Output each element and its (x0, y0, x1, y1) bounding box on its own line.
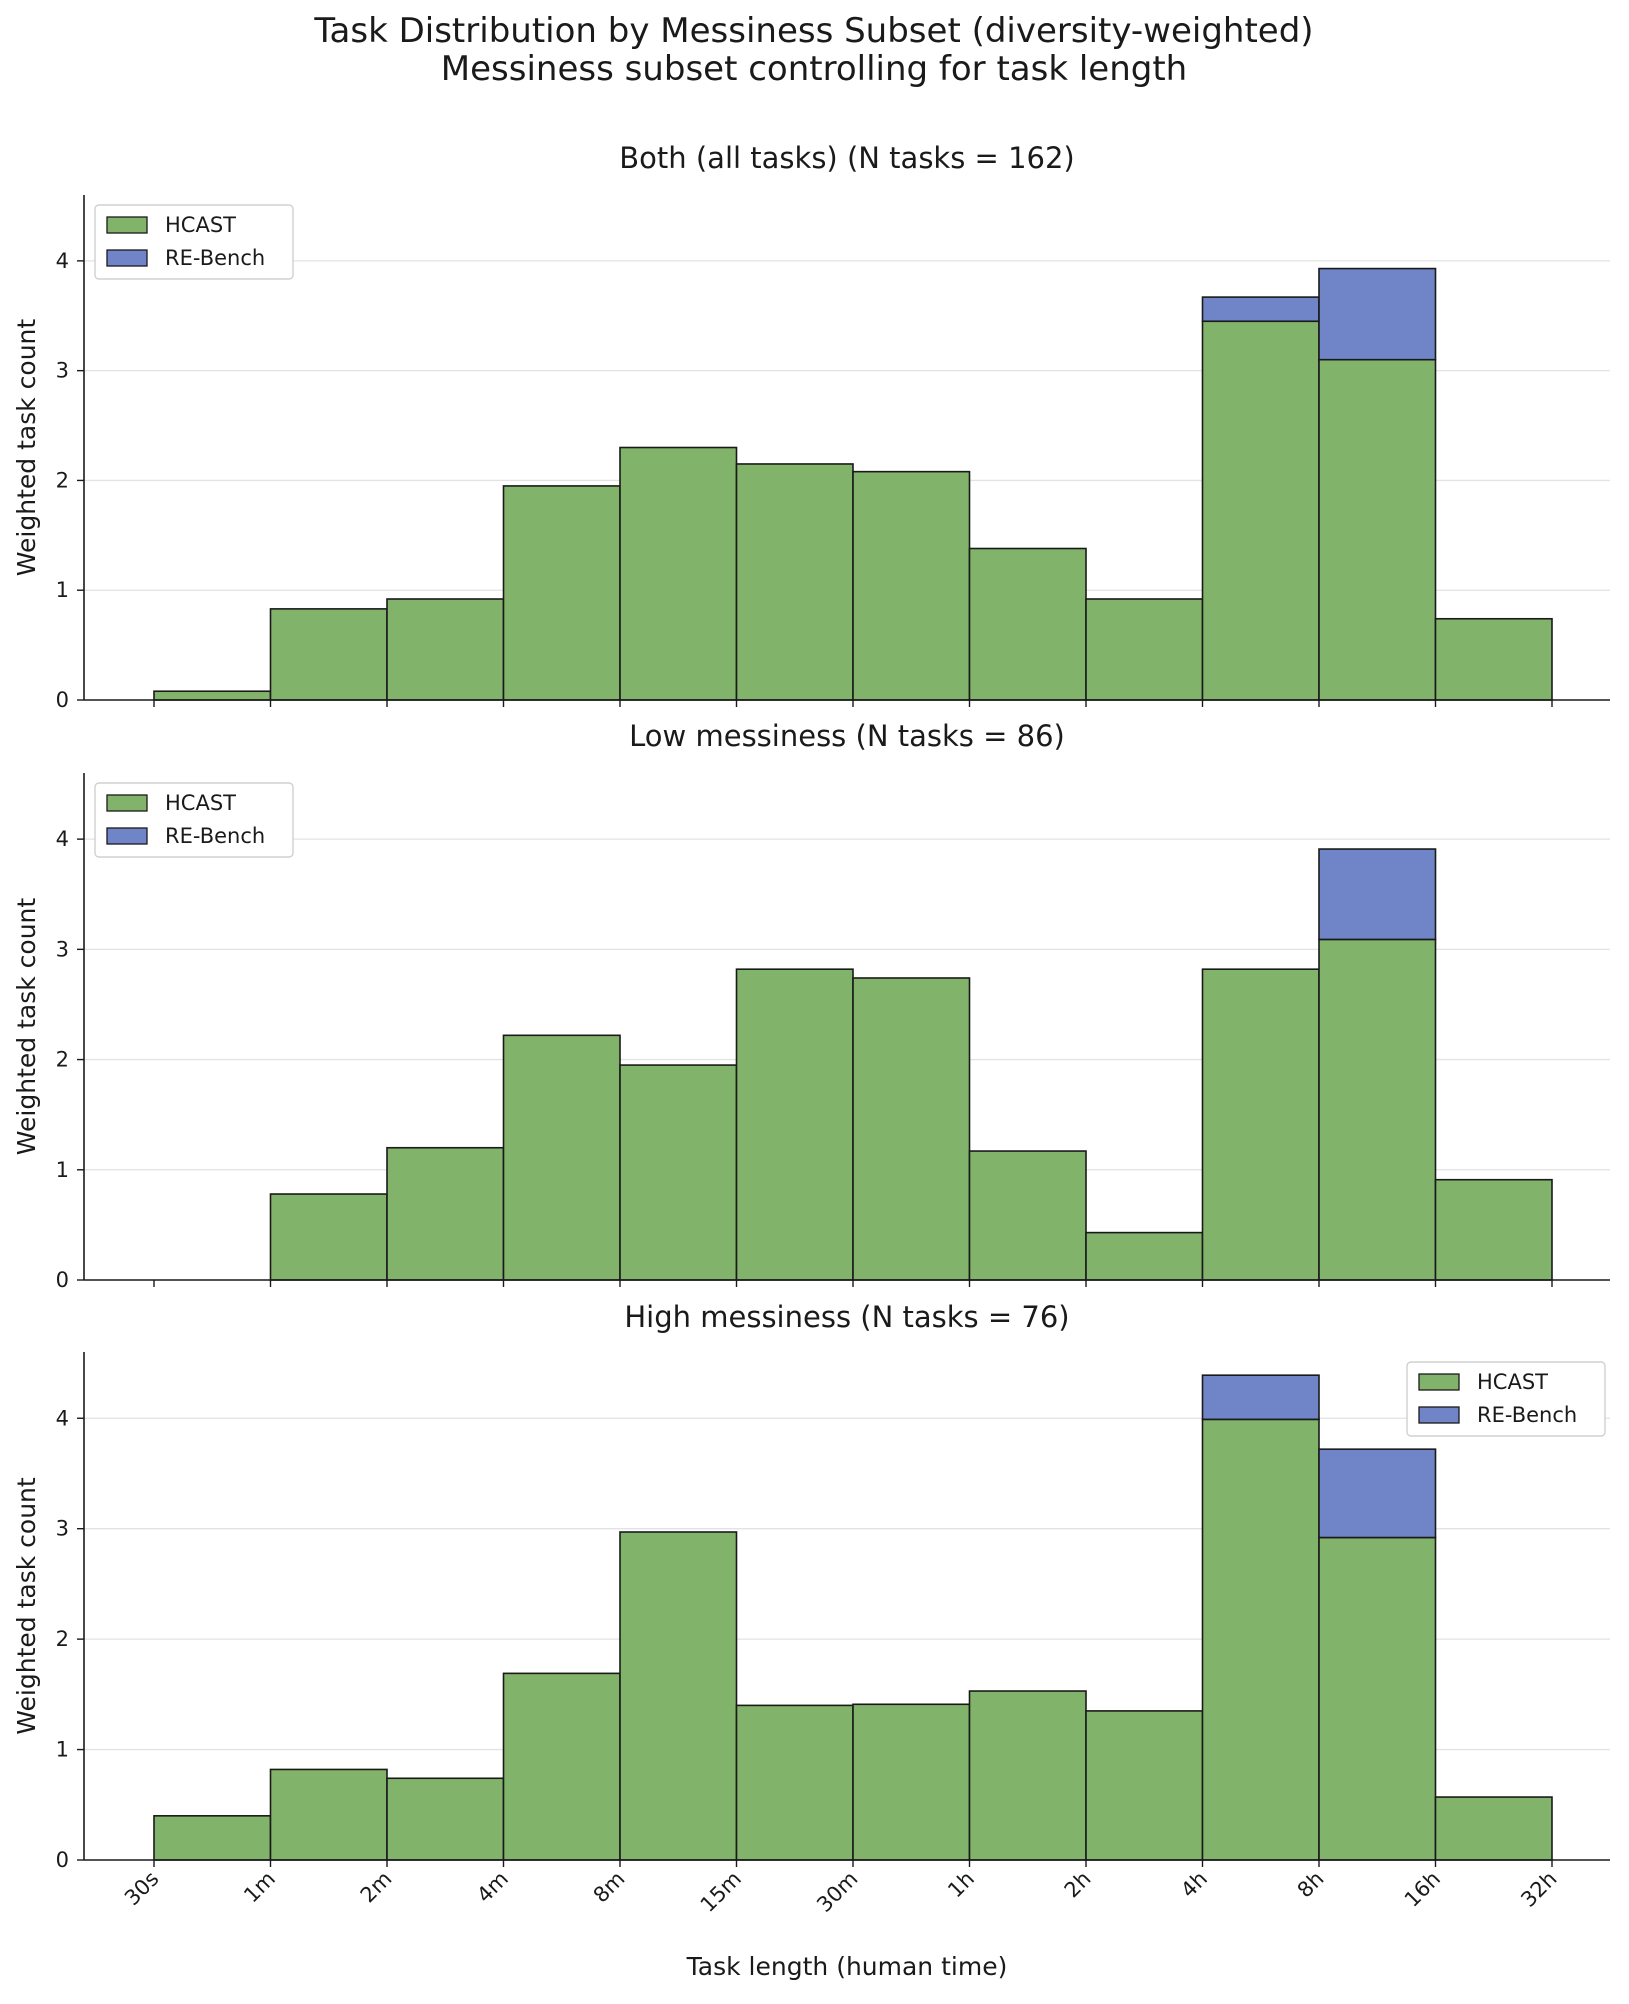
bar-hcast (1201, 1418, 1320, 1861)
bar-hcast (386, 1777, 505, 1861)
bar-hcast (968, 1690, 1087, 1861)
y-tick-label: 0 (56, 1268, 69, 1292)
bar-rebench (1318, 267, 1437, 361)
y-tick-label: 0 (56, 1848, 69, 1872)
y-tick-label: 3 (56, 1517, 69, 1541)
y-tick-label: 2 (56, 468, 69, 492)
bar-hcast (1085, 598, 1204, 701)
y-tick-label: 4 (56, 1406, 69, 1430)
bar-hcast (502, 485, 621, 701)
x-tick-label: 8h (1293, 1867, 1329, 1903)
chart-panel-2: 0 1 2 3 4 Low messiness (N tasks = 86) Weighte… (12, 719, 1610, 1292)
figure-subtitle: Messiness subset controlling for task le… (441, 49, 1187, 89)
x-tick-label: 30m (812, 1867, 862, 1917)
bar-hcast (386, 598, 505, 701)
bar-hcast (1434, 1796, 1553, 1861)
panel-title: Both (all tasks) (N tasks = 162) (619, 141, 1075, 175)
legend-label: HCAST (165, 213, 236, 237)
x-tick-label: 30s (120, 1867, 164, 1911)
legend: HCAST RE-Bench (1406, 1361, 1606, 1437)
y-tick-label: 0 (56, 688, 69, 712)
x-tick-label: 4m (472, 1867, 513, 1908)
bar-hcast (852, 1703, 971, 1861)
x-axis-label: Task length (human time) (686, 1952, 1008, 1981)
bar-hcast (502, 1034, 621, 1281)
legend-label: HCAST (165, 791, 236, 815)
x-tick-label: 1h (943, 1867, 979, 1903)
panels: 0 1 2 3 4 Both (all tasks) (N tasks = 162) Wei… (12, 141, 1610, 1917)
y-tick-label: 4 (56, 249, 69, 273)
bar-hcast (735, 968, 854, 1281)
bar-hcast (735, 1704, 854, 1861)
bar-hcast (852, 977, 971, 1281)
y-tick-label: 1 (56, 1158, 69, 1182)
bar-hcast (153, 690, 272, 701)
x-tick-label: 32h (1516, 1867, 1561, 1912)
bar-hcast (269, 1193, 388, 1281)
bar-hcast (1201, 320, 1320, 701)
y-tick-label: 3 (56, 937, 69, 961)
bar-rebench (1318, 1448, 1437, 1539)
y-axis-label: Weighted task count (12, 1477, 41, 1735)
panel-title: High messiness (N tasks = 76) (624, 1300, 1069, 1334)
bar-rebench (1318, 848, 1437, 941)
legend-label: RE-Bench (165, 246, 265, 270)
bar-hcast (968, 547, 1087, 701)
y-axis-label: Weighted task count (12, 898, 41, 1156)
x-tick-label: 16h (1400, 1867, 1445, 1912)
x-tick-label: 1m (239, 1867, 280, 1908)
y-tick-label: 4 (56, 827, 69, 851)
y-tick-label: 3 (56, 359, 69, 383)
legend-swatch-rebench (106, 827, 148, 845)
bar-hcast (1318, 1536, 1437, 1861)
bar-hcast (619, 1531, 738, 1861)
bar-hcast (1085, 1231, 1204, 1281)
bar-hcast (968, 1150, 1087, 1281)
bar-hcast (1201, 968, 1320, 1281)
chart-panel-1: 0 1 2 3 4 Both (all tasks) (N tasks = 162) Wei… (12, 141, 1610, 712)
y-tick-label: 2 (56, 1048, 69, 1072)
bar-hcast (269, 608, 388, 701)
bar-hcast (619, 446, 738, 701)
legend: HCAST RE-Bench (94, 204, 294, 280)
y-tick-label: 2 (56, 1627, 69, 1651)
bar-rebench (1201, 1374, 1320, 1421)
bar-hcast (619, 1064, 738, 1281)
bar-hcast (386, 1146, 505, 1281)
bar-hcast (852, 470, 971, 701)
figure-title: Task Distribution by Messiness Subset (d… (313, 11, 1313, 51)
bar-rebench (1201, 296, 1320, 323)
panel-title: Low messiness (N tasks = 86) (629, 719, 1065, 753)
bar-hcast (153, 1815, 272, 1861)
bar-hcast (1434, 1178, 1553, 1281)
legend-label: HCAST (1477, 1370, 1548, 1394)
x-tick-label: 8m (589, 1867, 630, 1908)
bar-hcast (1318, 938, 1437, 1281)
legend-label: RE-Bench (1477, 1403, 1577, 1427)
legend-swatch-rebench (106, 249, 148, 267)
legend-swatch-hcast (106, 794, 148, 812)
chart-panel-3: 0 1 2 3 4 30s 1m 2m 4m 8m 15m 30m 1h 2h 4h 8h 16h 32h High… (12, 1300, 1610, 1917)
bar-hcast (735, 463, 854, 701)
x-tick-label: 2m (356, 1867, 397, 1908)
x-tick-label: 15m (696, 1867, 746, 1917)
y-tick-label: 1 (56, 578, 69, 602)
legend: HCAST RE-Bench (94, 782, 294, 858)
bar-hcast (1085, 1710, 1204, 1861)
y-tick-label: 1 (56, 1738, 69, 1762)
legend-swatch-hcast (1418, 1373, 1460, 1391)
x-tick-label: 4h (1176, 1867, 1212, 1903)
y-axis-label: Weighted task count (12, 319, 41, 577)
x-tick-label: 2h (1060, 1867, 1096, 1903)
bar-hcast (1318, 358, 1437, 701)
bar-hcast (502, 1672, 621, 1861)
bar-hcast (1434, 617, 1553, 701)
legend-swatch-rebench (1418, 1406, 1460, 1424)
legend-label: RE-Bench (165, 824, 265, 848)
bar-hcast (269, 1768, 388, 1861)
legend-swatch-hcast (106, 216, 148, 234)
